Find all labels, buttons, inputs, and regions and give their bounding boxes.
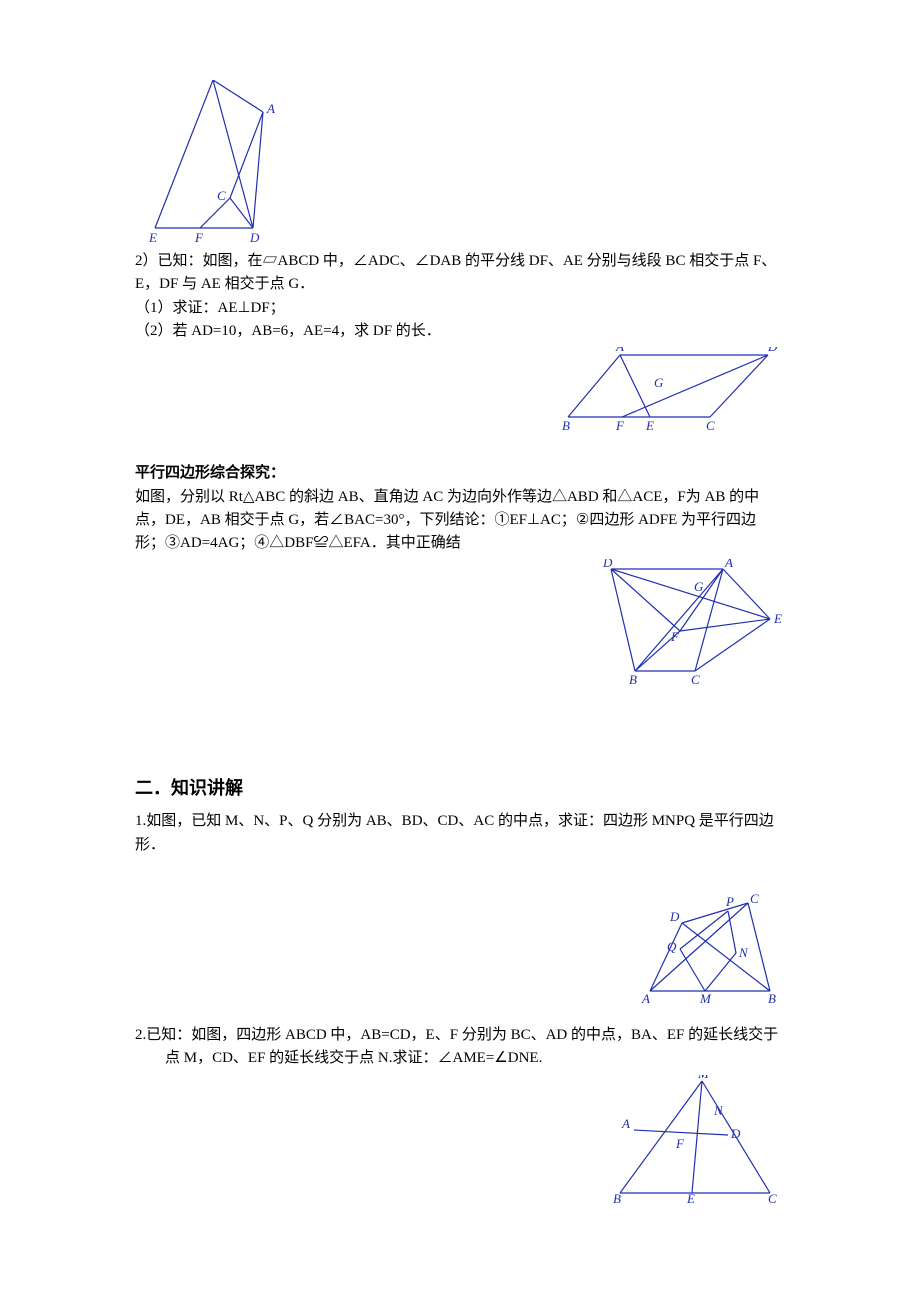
figure-midpoint-quad-4: A M B D C Q N P bbox=[640, 891, 785, 1006]
svg-text:E: E bbox=[148, 230, 157, 245]
problem-2-q1: （1）求证：AE⊥DF； bbox=[135, 297, 785, 320]
svg-text:G: G bbox=[694, 579, 704, 594]
svg-text:D: D bbox=[249, 230, 260, 245]
exercise-2-line2: 点 M，CD、EF 的延长线交于点 N.求证：∠AME=∠DNE. bbox=[135, 1047, 785, 1070]
svg-text:B: B bbox=[768, 991, 776, 1006]
svg-text:D: D bbox=[602, 559, 613, 570]
svg-text:N: N bbox=[713, 1103, 724, 1118]
svg-text:A: A bbox=[266, 101, 275, 116]
svg-text:D: D bbox=[730, 1126, 741, 1141]
section-parallel-body: 如图，分别以 Rt△ABC 的斜边 AB、直角边 AC 为边向外作等边△ABD … bbox=[135, 486, 785, 556]
figure-triangle-1: E F D C B A bbox=[145, 80, 290, 248]
svg-text:G: G bbox=[654, 375, 664, 390]
exercise-1: 1.如图，已知 M、N、P、Q 分别为 AB、BD、CD、AC 的中点，求证：四… bbox=[135, 810, 785, 857]
spacer bbox=[135, 857, 785, 887]
figure-wrap-3: D A B C E F G bbox=[135, 559, 785, 695]
figure-wrap-2: A D B F E C G bbox=[135, 347, 785, 440]
svg-text:B: B bbox=[562, 418, 570, 432]
exercise-2-line1: 2.已知：如图，四边形 ABCD 中，AB=CD，E、F 分别为 BC、AD 的… bbox=[135, 1024, 785, 1047]
spacer bbox=[135, 700, 785, 735]
spacer bbox=[135, 444, 785, 462]
figure-equilateral-3: D A B C E F G bbox=[585, 559, 785, 687]
svg-text:A: A bbox=[641, 991, 650, 1006]
svg-text:M: M bbox=[699, 991, 712, 1006]
svg-text:M: M bbox=[697, 1075, 710, 1081]
svg-text:E: E bbox=[645, 418, 654, 432]
svg-text:E: E bbox=[686, 1191, 695, 1205]
problem-2-lead: 2）已知：如图，在▱ABCD 中，∠ADC、∠DAB 的平分线 DF、AE 分别… bbox=[135, 250, 785, 297]
figure-parallelogram-2: A D B F E C G bbox=[560, 347, 785, 432]
svg-text:F: F bbox=[194, 230, 204, 245]
svg-text:B: B bbox=[613, 1191, 621, 1205]
svg-text:P: P bbox=[725, 894, 734, 909]
svg-text:F: F bbox=[675, 1136, 685, 1151]
figure-triangle-extend-5: M A N D F B E C bbox=[610, 1075, 785, 1205]
svg-text:N: N bbox=[738, 945, 749, 960]
svg-text:C: C bbox=[706, 418, 715, 432]
svg-text:F: F bbox=[615, 418, 625, 432]
section-2-title: 二．知识讲解 bbox=[135, 775, 785, 803]
svg-text:D: D bbox=[767, 347, 778, 354]
svg-text:A: A bbox=[724, 559, 733, 570]
figure-wrap-5: M A N D F B E C bbox=[135, 1075, 785, 1213]
svg-text:A: A bbox=[615, 347, 624, 354]
svg-text:Q: Q bbox=[667, 939, 677, 954]
problem-2-q2: （2）若 AD=10，AB=6，AE=4，求 DF 的长． bbox=[135, 320, 785, 343]
section-parallel-title: 平行四边形综合探究： bbox=[135, 462, 785, 485]
figure-wrap-4: A M B D C Q N P bbox=[135, 891, 785, 1014]
svg-text:F: F bbox=[670, 629, 680, 644]
page-root: E F D C B A 2）已知：如图，在▱ABCD 中，∠ADC、∠DAB 的… bbox=[0, 0, 920, 1302]
svg-text:C: C bbox=[768, 1191, 777, 1205]
svg-text:D: D bbox=[669, 909, 680, 924]
svg-text:C: C bbox=[691, 672, 700, 687]
svg-text:C: C bbox=[217, 188, 226, 203]
svg-text:E: E bbox=[773, 611, 782, 626]
svg-text:B: B bbox=[629, 672, 637, 687]
svg-text:A: A bbox=[621, 1116, 630, 1131]
svg-text:C: C bbox=[750, 891, 759, 906]
